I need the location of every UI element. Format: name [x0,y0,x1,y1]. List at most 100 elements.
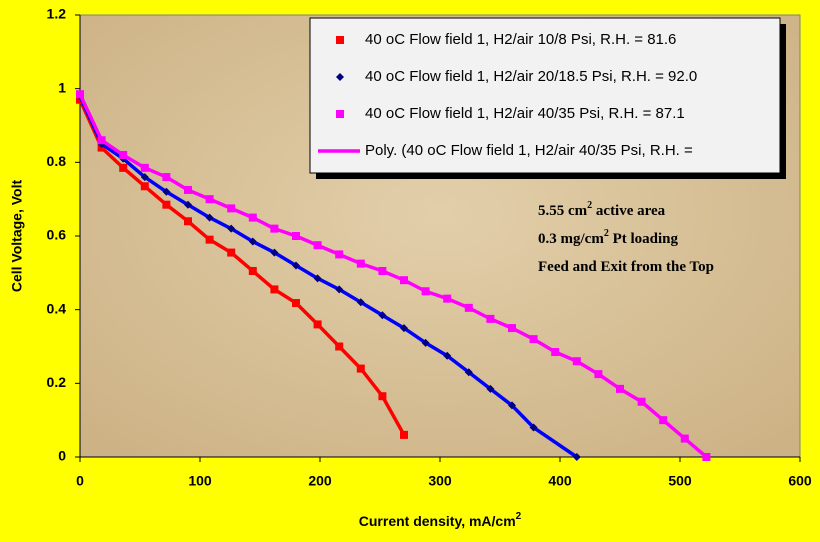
data-point [205,213,214,222]
legend-label: 40 oC Flow field 1, H2/air 40/35 Psi, R.… [365,105,685,122]
x-tick-label: 300 [428,473,452,489]
data-point [292,261,300,270]
legend-marker [336,73,344,81]
data-point [119,163,128,172]
annotation-part: Pt loading [609,231,679,247]
data-point [356,259,365,268]
data-point [356,298,365,307]
data-point [140,182,149,191]
data-point [227,204,236,213]
data-point [551,348,560,357]
data-point [443,294,452,303]
x-tick-label: 500 [668,473,692,489]
data-point [205,235,214,244]
legend-marker [336,110,344,118]
data-point [464,303,473,312]
x-axis-title-sup: 2 [516,511,522,522]
data-point [594,370,603,379]
annotation-part: 0.3 mg/cm [538,231,604,247]
y-tick-label: 0.6 [47,227,67,243]
data-point [248,237,257,246]
data-point [529,335,538,344]
data-point [529,423,538,432]
data-point [335,285,344,294]
annotation-part: 5.55 cm [538,203,588,219]
annotation: Feed and Exit from the Top [538,259,714,275]
data-point [637,397,646,406]
data-point [378,266,387,275]
data-point [378,392,387,401]
y-tick-label: 1.2 [47,6,67,22]
data-point [184,185,192,194]
x-tick-label: 600 [788,473,812,489]
data-point [227,224,236,233]
data-point [486,384,495,393]
data-point [356,364,365,373]
x-tick-label: 0 [76,473,84,489]
legend-marker [336,36,344,44]
data-point [335,342,344,351]
x-tick-label: 400 [548,473,572,489]
legend-label: Poly. (40 oC Flow field 1, H2/air 40/35 … [365,142,693,159]
annotation-part: 2 [604,228,609,239]
annotation-part: active area [592,203,666,219]
data-point [378,311,387,320]
y-tick-label: 1 [58,79,66,95]
y-tick-label: 0.4 [47,300,67,316]
x-axis-title: Current density, mA/cm2 [359,511,522,529]
data-point [400,276,408,285]
legend-label: 40 oC Flow field 1, H2/air 10/8 Psi, R.H… [365,31,676,48]
data-point [270,224,279,233]
data-point [464,368,473,377]
legend-label: 40 oC Flow field 1, H2/air 20/18.5 Psi, … [365,68,697,85]
data-point [313,274,322,283]
annotation-part: 2 [587,200,592,211]
data-point [248,213,257,222]
x-tick-label: 200 [308,473,332,489]
data-point [205,195,214,204]
data-point [162,200,171,209]
legend-box [309,17,781,174]
data-point [292,232,300,240]
data-point [313,320,322,329]
data-point [508,401,516,410]
y-tick-label: 0 [58,448,66,464]
data-point [400,324,408,333]
y-axis-title: Cell Voltage, Volt [9,180,25,293]
data-point [162,173,171,182]
data-point [97,136,106,145]
data-point [486,314,495,323]
data-point [248,266,257,275]
x-tick-label: 100 [188,473,212,489]
y-tick-label: 0.8 [47,153,67,169]
data-point [680,434,689,443]
data-point [616,384,624,393]
data-point [270,285,279,294]
data-point [270,248,279,257]
data-point [335,250,344,259]
data-point [76,90,84,99]
data-point [659,416,668,425]
data-point [421,338,430,347]
annotation: 0.3 mg/cm2 Pt loading [538,228,679,247]
data-point [140,163,149,172]
data-point [572,357,581,366]
data-point [162,187,171,196]
data-point [140,173,149,182]
data-point [400,430,408,439]
data-point [227,248,236,257]
data-point [443,351,452,360]
data-point [702,453,711,461]
data-point [292,299,300,308]
trendline [78,98,406,436]
y-tick-label: 0.2 [47,374,67,390]
data-point [184,200,192,209]
data-point [119,150,128,159]
data-point [508,324,516,333]
data-point [184,217,192,226]
data-point [421,287,430,296]
data-point [572,453,581,461]
data-point [313,241,322,250]
annotation-part: Feed and Exit from the Top [538,259,714,275]
